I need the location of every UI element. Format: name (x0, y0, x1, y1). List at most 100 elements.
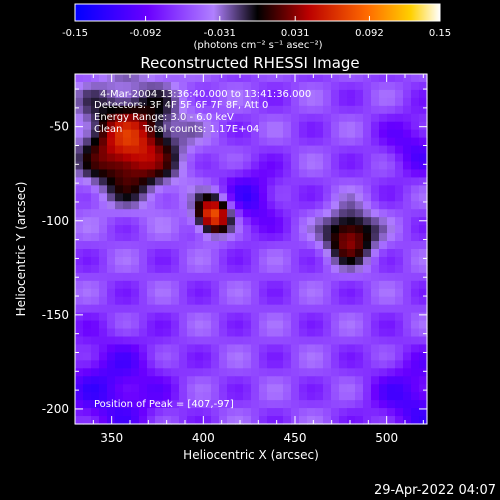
heatmap-cell (147, 249, 156, 258)
heatmap-cell (147, 225, 156, 234)
heatmap-cell (379, 392, 388, 401)
heatmap-cell (179, 304, 188, 314)
heatmap-cell (395, 193, 404, 202)
heatmap-cell (91, 89, 100, 99)
heatmap-cell (283, 256, 292, 266)
heatmap-cell (179, 217, 188, 226)
heatmap-cell (267, 400, 276, 409)
heatmap-cell (227, 264, 236, 274)
heatmap-cell (283, 400, 292, 409)
heatmap-cell (403, 177, 412, 186)
heatmap-cell (187, 137, 196, 147)
heatmap-cell (179, 328, 188, 338)
heatmap-cell (115, 416, 124, 425)
heatmap-cell (227, 272, 236, 282)
heatmap-cell (403, 304, 412, 314)
heatmap-cell (307, 161, 316, 171)
heatmap-cell (323, 169, 332, 178)
heatmap-cell (83, 193, 92, 202)
heatmap-cell (419, 400, 428, 409)
heatmap-cell (123, 105, 132, 115)
heatmap-cell (115, 169, 124, 178)
heatmap-cell (299, 264, 308, 274)
heatmap-cell (83, 344, 92, 353)
heatmap-cell (155, 153, 164, 163)
heatmap-cell (355, 249, 364, 258)
heatmap-cell (371, 161, 380, 171)
heatmap-cell (155, 201, 164, 210)
heatmap-cell (379, 209, 388, 218)
heatmap-cell (139, 256, 148, 266)
heatmap-cell (219, 320, 228, 330)
heatmap-cell (283, 74, 292, 83)
heatmap-cell (91, 368, 100, 377)
heatmap-cell (227, 105, 236, 115)
heatmap-cell (195, 392, 204, 401)
heatmap-cell (227, 320, 236, 330)
heatmap-cell (251, 89, 260, 99)
heatmap-cell (307, 153, 316, 163)
heatmap-cell (115, 256, 124, 266)
heatmap-cell (131, 344, 140, 353)
heatmap-cell (219, 201, 228, 210)
heatmap-cell (339, 272, 348, 282)
heatmap-cell (379, 384, 388, 393)
heatmap-cell (251, 296, 260, 306)
heatmap-cell (83, 209, 92, 218)
heatmap-cell (195, 352, 204, 361)
heatmap-cell (347, 105, 356, 115)
heatmap-cell (123, 256, 132, 266)
heatmap-cell (395, 225, 404, 234)
heatmap-cell (403, 113, 412, 123)
heatmap-cell (83, 256, 92, 266)
heatmap-cell (139, 304, 148, 314)
heatmap-cell (299, 145, 308, 155)
heatmap-cell (267, 74, 276, 83)
colorbar-tick-label: -0.031 (204, 28, 236, 39)
heatmap-cell (203, 97, 212, 107)
heatmap-cell (99, 129, 108, 139)
heatmap-cell (139, 185, 148, 194)
heatmap-cell (123, 161, 132, 171)
heatmap-cell (331, 272, 340, 282)
heatmap-cell (331, 137, 340, 147)
heatmap-cell (371, 145, 380, 155)
heatmap-cell (147, 121, 156, 131)
heatmap-cell (187, 233, 196, 242)
heatmap-cell (219, 272, 228, 282)
heatmap-cell (347, 225, 356, 234)
heatmap-cell (171, 193, 180, 202)
heatmap-cell (235, 312, 244, 322)
heatmap-cell (275, 320, 284, 330)
heatmap-cell (267, 97, 276, 107)
heatmap-cell (139, 241, 148, 250)
heatmap-cell (219, 264, 228, 274)
heatmap-cell (283, 233, 292, 242)
heatmap-cell (235, 416, 244, 425)
heatmap-cell (395, 328, 404, 338)
heatmap-cell (371, 121, 380, 131)
heatmap-cell (267, 416, 276, 425)
heatmap-cell (155, 81, 164, 91)
heatmap-cell (163, 241, 172, 250)
heatmap-cell (355, 233, 364, 242)
heatmap-cell (107, 256, 116, 266)
heatmap-cell (275, 177, 284, 186)
heatmap-cell (339, 249, 348, 258)
heatmap-cell (131, 145, 140, 155)
heatmap-cell (139, 193, 148, 202)
heatmap-cell (267, 153, 276, 163)
heatmap-cell (387, 352, 396, 361)
heatmap-cell (323, 400, 332, 409)
heatmap-cell (211, 185, 220, 194)
heatmap-cell (395, 233, 404, 242)
heatmap-cell (91, 360, 100, 369)
heatmap-cell (163, 249, 172, 258)
heatmap-cell (123, 153, 132, 163)
heatmap-cell (339, 185, 348, 194)
heatmap-cell (339, 288, 348, 298)
heatmap-cell (371, 296, 380, 306)
heatmap-cell (259, 185, 268, 194)
heatmap-cell (195, 177, 204, 186)
heatmap-cell (411, 416, 420, 425)
